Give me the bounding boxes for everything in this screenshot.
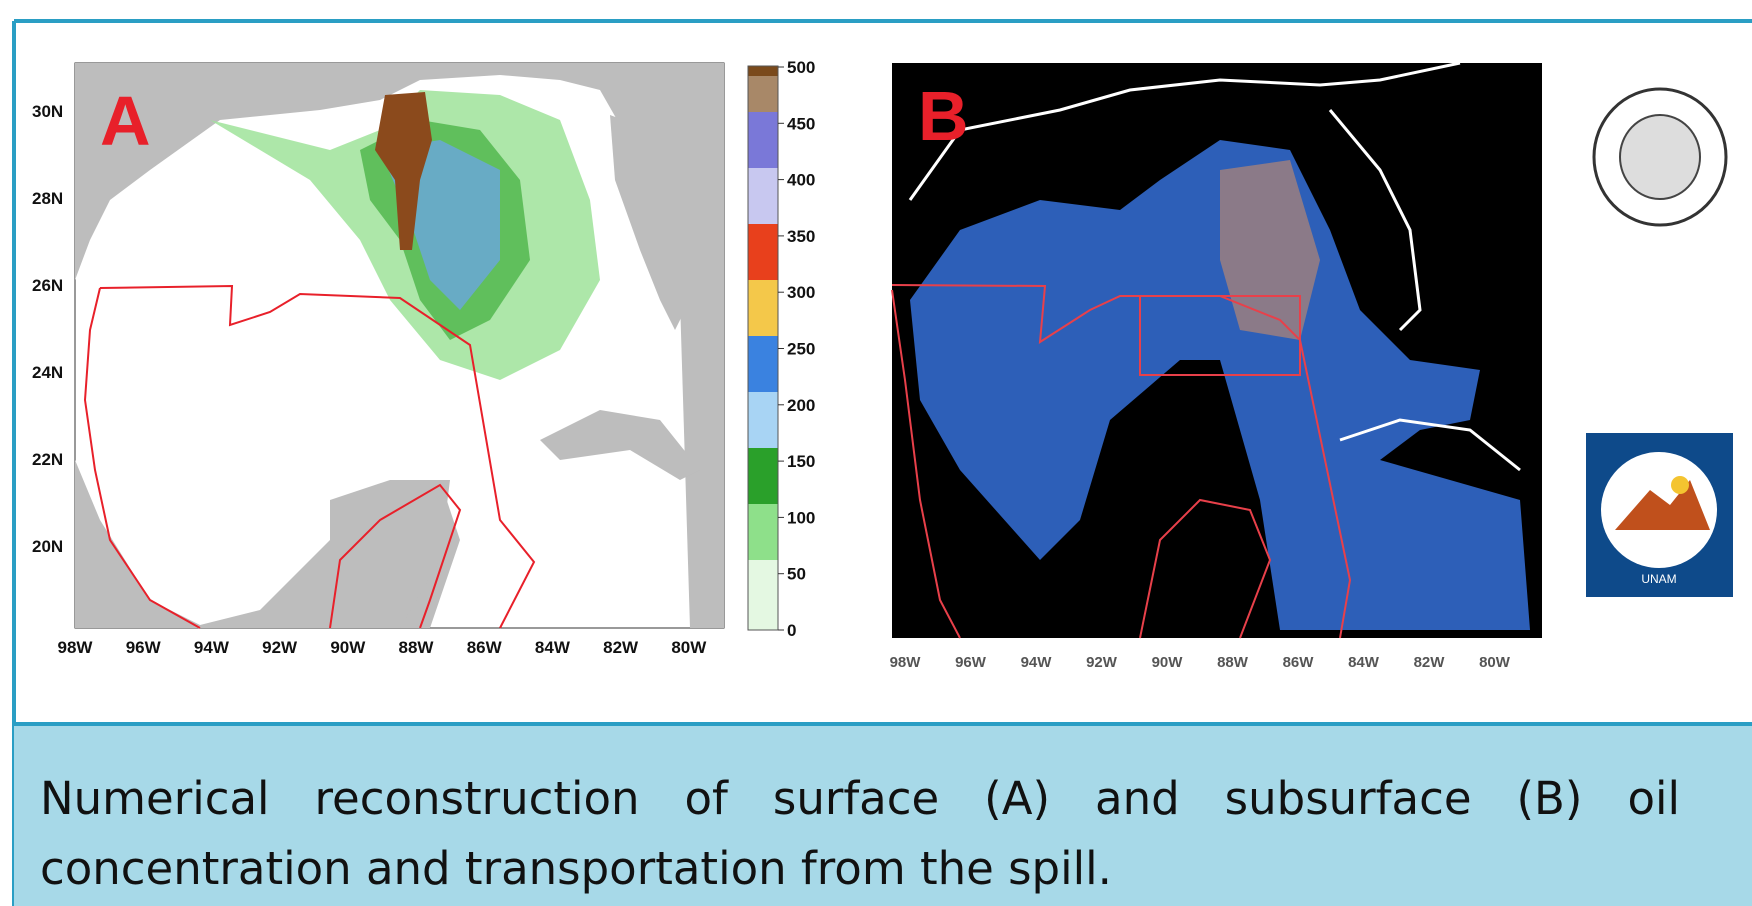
colorbar-tick-label: 0 xyxy=(787,621,796,640)
caption-box: Numerical reconstruction of surface (A) … xyxy=(14,722,1752,906)
cb-seg xyxy=(748,560,778,630)
lon-label-b: 96W xyxy=(955,654,987,671)
lon-label: 90W xyxy=(330,638,366,657)
logo-unam xyxy=(1594,89,1726,225)
cb-seg xyxy=(748,336,778,392)
lon-label: 84W xyxy=(535,638,571,657)
lat-label: 20N xyxy=(32,537,63,556)
lon-label: 80W xyxy=(671,638,707,657)
cb-seg xyxy=(748,280,778,336)
cb-seg xyxy=(748,66,778,76)
cb-seg xyxy=(748,112,778,168)
cb-seg xyxy=(748,392,778,448)
lon-label-b: 88W xyxy=(1217,654,1249,671)
lon-label: 88W xyxy=(399,638,435,657)
lon-label-b: 82W xyxy=(1414,654,1446,671)
caption: Numerical reconstruction of surface (A) … xyxy=(40,764,1680,904)
map-a: A xyxy=(75,63,724,628)
lat-label: 24N xyxy=(32,363,63,382)
lat-label: 28N xyxy=(32,189,63,208)
colorbar-tick-label: 150 xyxy=(787,452,815,471)
cb-seg xyxy=(748,168,778,224)
lon-label: 92W xyxy=(262,638,298,657)
cb-seg xyxy=(748,76,778,112)
panel-b-label: B xyxy=(918,77,969,155)
colorbar-tick-label: 400 xyxy=(787,171,815,190)
lat-label: 22N xyxy=(32,450,63,469)
lat-label: 26N xyxy=(32,276,63,295)
lon-label: 98W xyxy=(58,638,94,657)
logo-unam-shield xyxy=(1620,115,1700,199)
colorbar xyxy=(748,66,778,630)
lon-label-b: 98W xyxy=(890,654,922,671)
colorbar-tick-label: 500 xyxy=(787,58,815,77)
lon-label-b: 84W xyxy=(1348,654,1380,671)
lat-label: 30N xyxy=(32,102,63,121)
lon-label-b: 86W xyxy=(1283,654,1315,671)
colorbar-tick-label: 100 xyxy=(787,508,815,527)
colorbar-tick-label: 250 xyxy=(787,340,815,359)
lon-label-b: 94W xyxy=(1021,654,1053,671)
lon-label-b: 92W xyxy=(1086,654,1118,671)
cb-seg xyxy=(748,448,778,504)
logo-cca-text: UNAM xyxy=(1641,572,1676,586)
colorbar-tick-label: 50 xyxy=(787,565,806,584)
colorbar-tick-label: 350 xyxy=(787,227,815,246)
colorbar-tick-label: 300 xyxy=(787,283,815,302)
lon-label: 96W xyxy=(126,638,162,657)
logo-cca-sun xyxy=(1671,476,1689,494)
panel-a-label: A xyxy=(100,82,151,160)
page: {"panel_a": {"label": "A", "lat_labels":… xyxy=(0,0,1752,906)
map-b: B xyxy=(892,63,1542,638)
lon-label: 86W xyxy=(467,638,503,657)
lon-label-b: 80W xyxy=(1479,654,1511,671)
lon-label-b: 90W xyxy=(1152,654,1184,671)
lon-label: 82W xyxy=(603,638,639,657)
cb-seg xyxy=(748,504,778,560)
lon-label: 94W xyxy=(194,638,230,657)
logo-cca: UNAM xyxy=(1586,433,1733,597)
colorbar-tick-label: 450 xyxy=(787,114,815,133)
cb-seg xyxy=(748,224,778,280)
colorbar-tick-label: 200 xyxy=(787,396,815,415)
